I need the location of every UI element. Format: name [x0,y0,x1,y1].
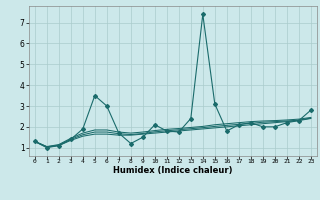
X-axis label: Humidex (Indice chaleur): Humidex (Indice chaleur) [113,166,233,175]
